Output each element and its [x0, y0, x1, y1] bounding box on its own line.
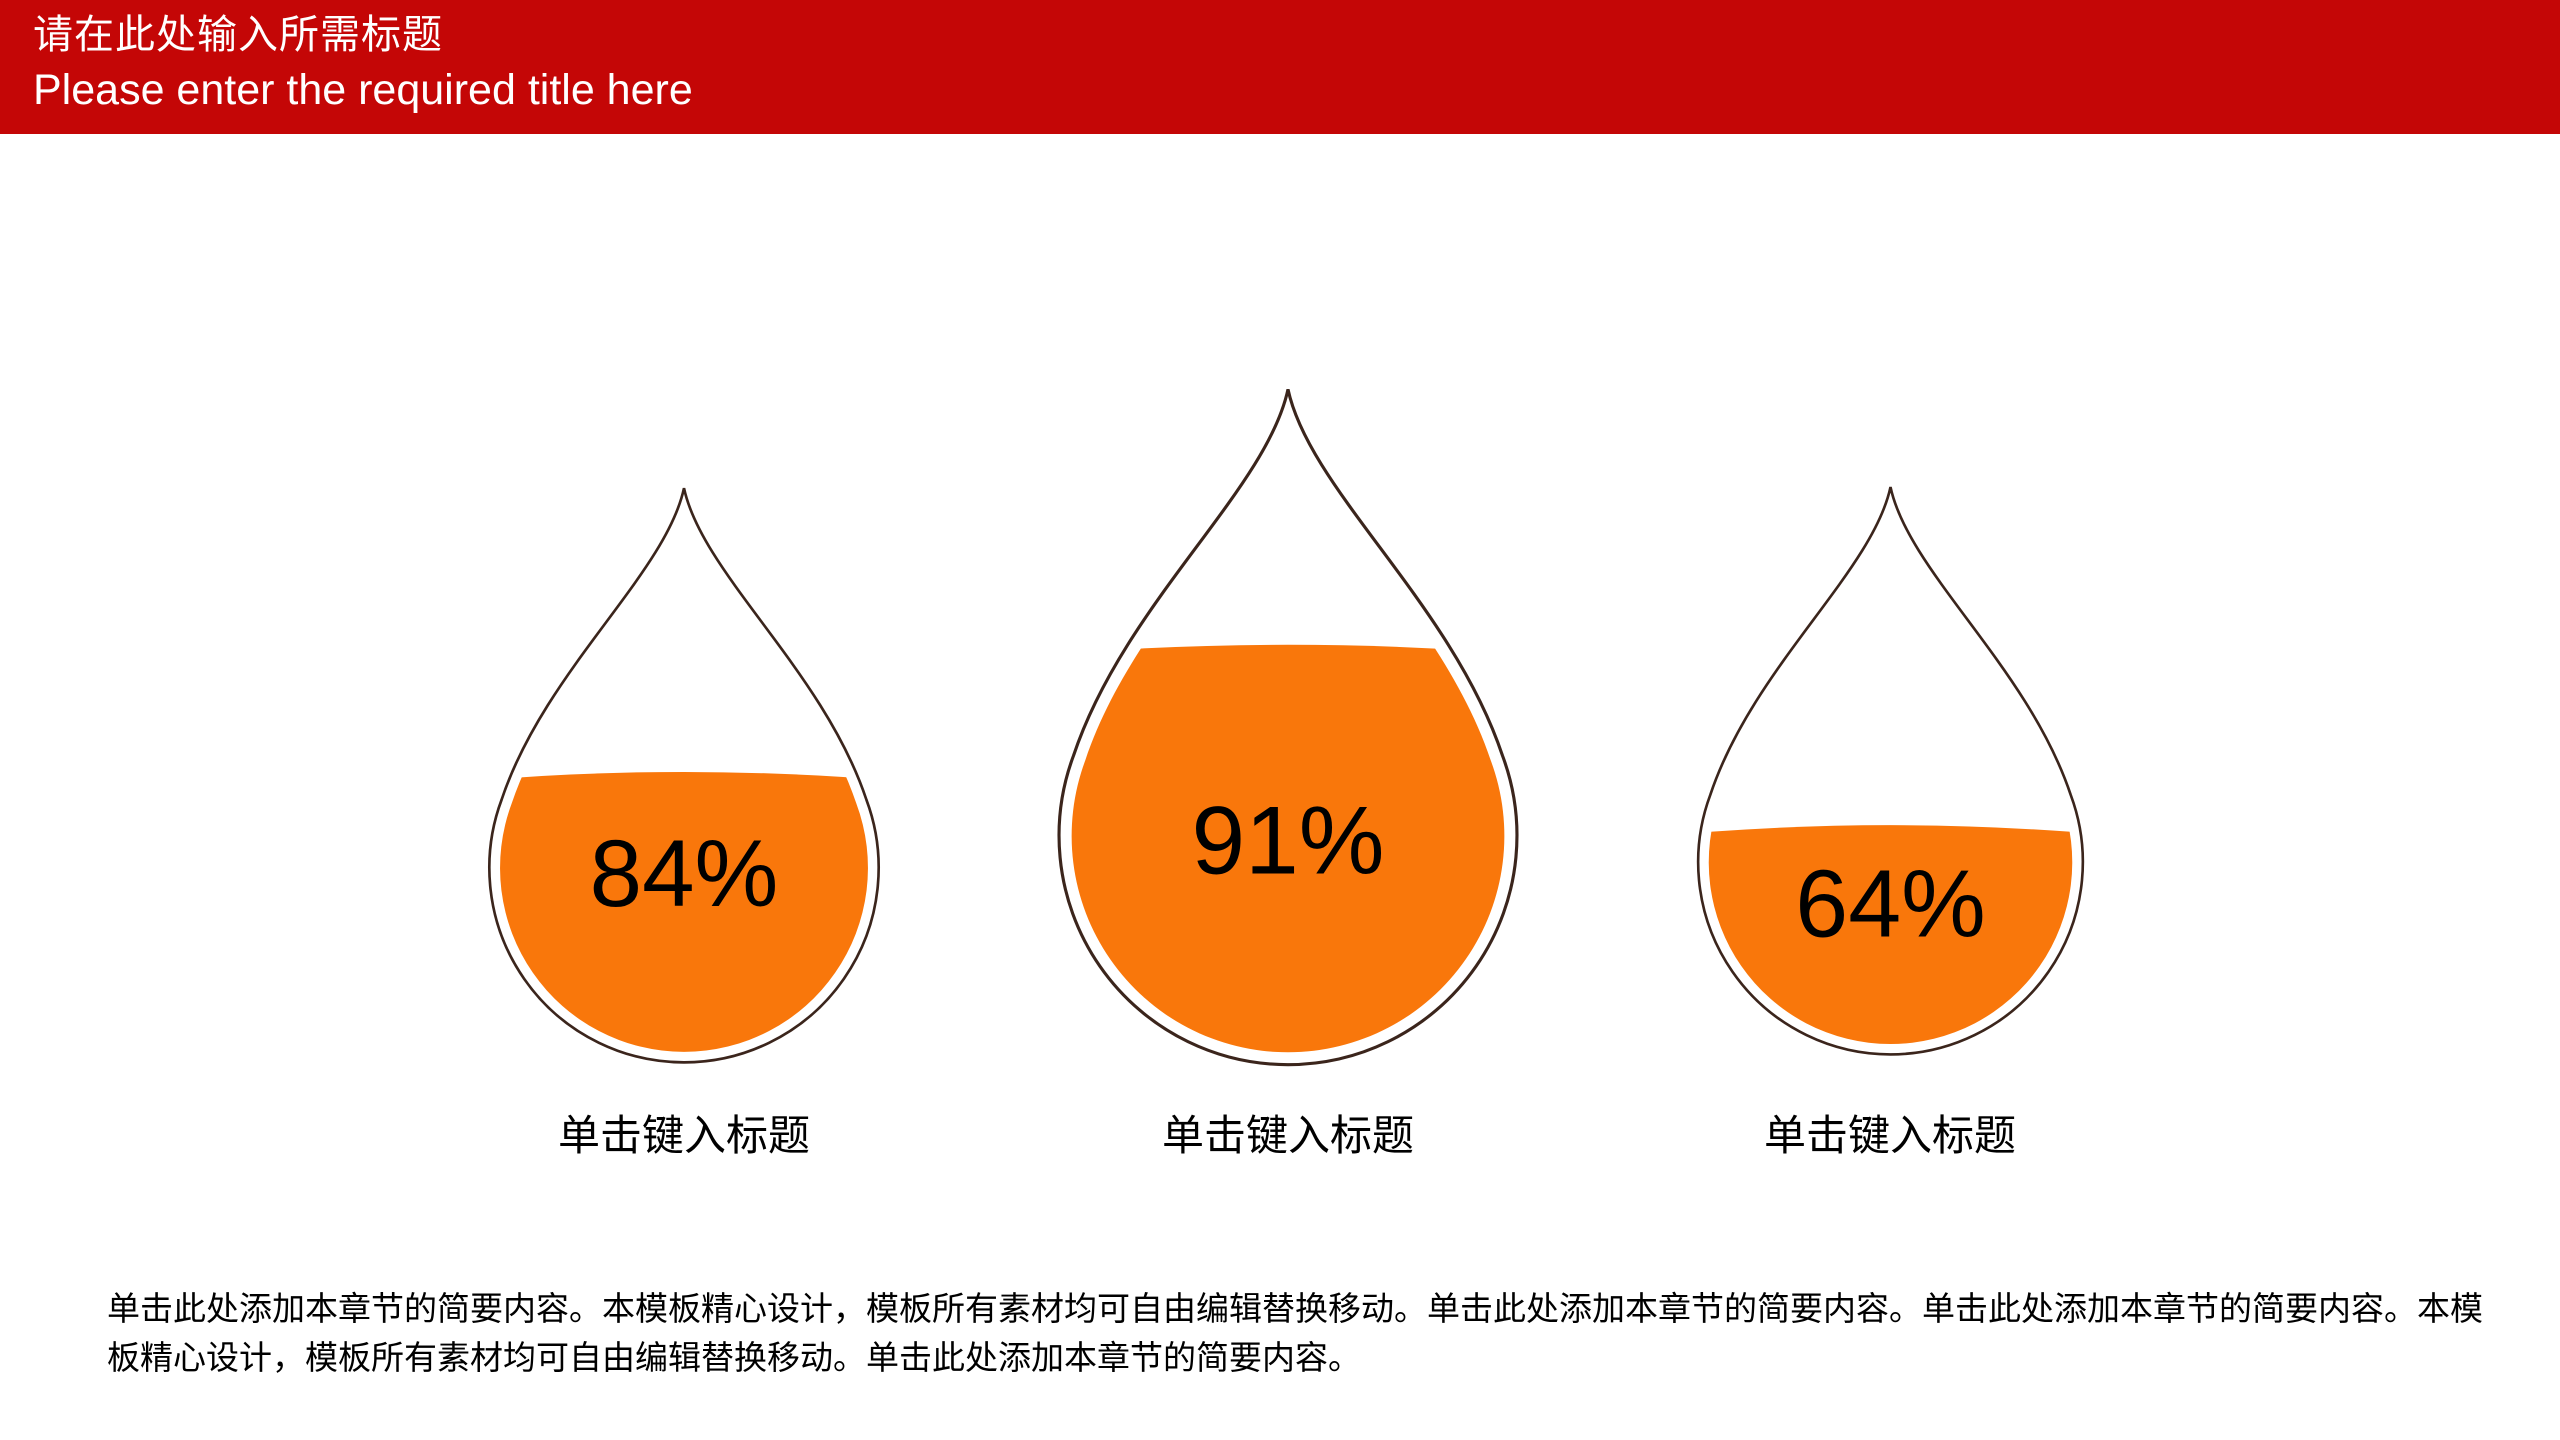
droplet-gauge-3: 64% — [1696, 486, 2085, 1056]
droplet-gauge-1: 84% — [488, 487, 880, 1064]
droplet-caption-3: 单击键入标题 — [1763, 1112, 2017, 1159]
header-bar: 请在此处输入所需标题 Please enter the required tit… — [0, 0, 2560, 134]
droplet-outline-icon — [1696, 486, 2085, 1056]
droplet-outline-icon — [1057, 388, 1519, 1067]
droplet-liquid — [1071, 644, 1505, 1053]
page-subtitle: Please enter the required title here — [33, 66, 693, 114]
droplet-outline-icon — [488, 487, 880, 1064]
droplet-caption-2: 单击键入标题 — [1161, 1112, 1415, 1159]
droplet-percent: 84% — [590, 821, 779, 926]
droplet-liquid — [500, 771, 868, 1052]
droplet-percent: 91% — [1192, 788, 1385, 895]
body-paragraph: 单击此处添加本章节的简要内容。本模板精心设计，模板所有素材均可自由编辑替换移动。… — [107, 1290, 2483, 1376]
droplet-percent: 64% — [1795, 852, 1985, 958]
page-title: 请在此处输入所需标题 — [33, 13, 443, 57]
droplet-gauge-2: 91% — [1057, 388, 1519, 1067]
droplet-caption-1: 单击键入标题 — [557, 1112, 811, 1159]
